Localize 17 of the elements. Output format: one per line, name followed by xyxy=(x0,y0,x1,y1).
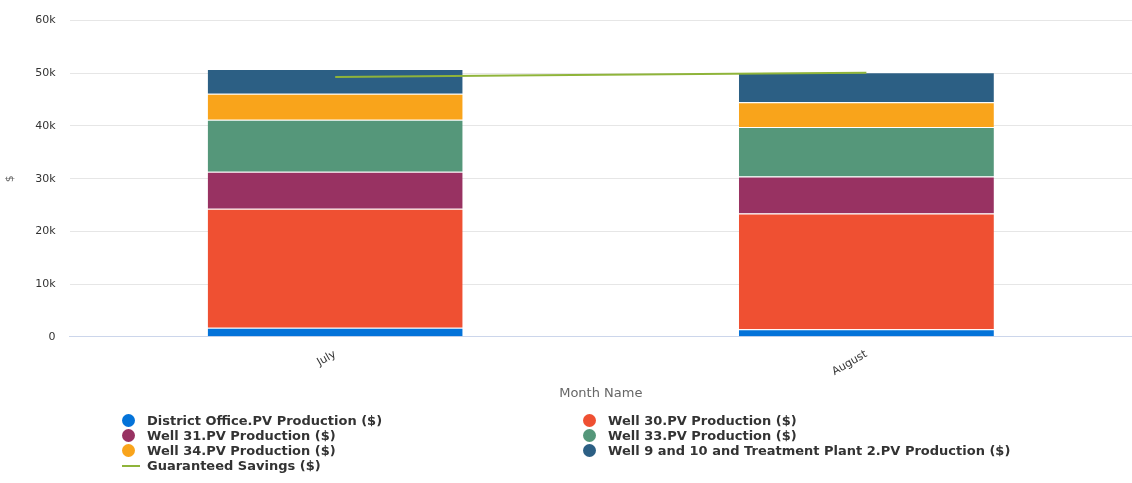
y-tick-label: 30k xyxy=(35,171,57,185)
y-axis-title: $ xyxy=(3,175,17,183)
y-tick-label: 40k xyxy=(35,118,57,132)
y-tick-label: 50k xyxy=(35,66,57,80)
y-tick-label: 20k xyxy=(35,224,57,238)
y-tick-label: 60k xyxy=(35,13,57,27)
legend-label: Well 9 and 10 and Treatment Plant 2.PV Production ($) xyxy=(608,443,1011,458)
x-axis-title: Month Name xyxy=(559,384,643,400)
legend-label: Well 34.PV Production ($) xyxy=(147,443,336,458)
y-tick-label: 10k xyxy=(35,276,57,290)
legend-label: Well 33.PV Production ($) xyxy=(608,428,797,443)
legend-label: Guaranteed Savings ($) xyxy=(147,458,321,473)
legend-label: Well 31.PV Production ($) xyxy=(147,428,336,443)
y-tick-label: 0 xyxy=(48,329,56,343)
legend-label: District Office.PV Production ($) xyxy=(147,413,383,428)
x-tick-label: July xyxy=(313,347,339,369)
legend-label: Well 30.PV Production ($) xyxy=(608,413,797,428)
